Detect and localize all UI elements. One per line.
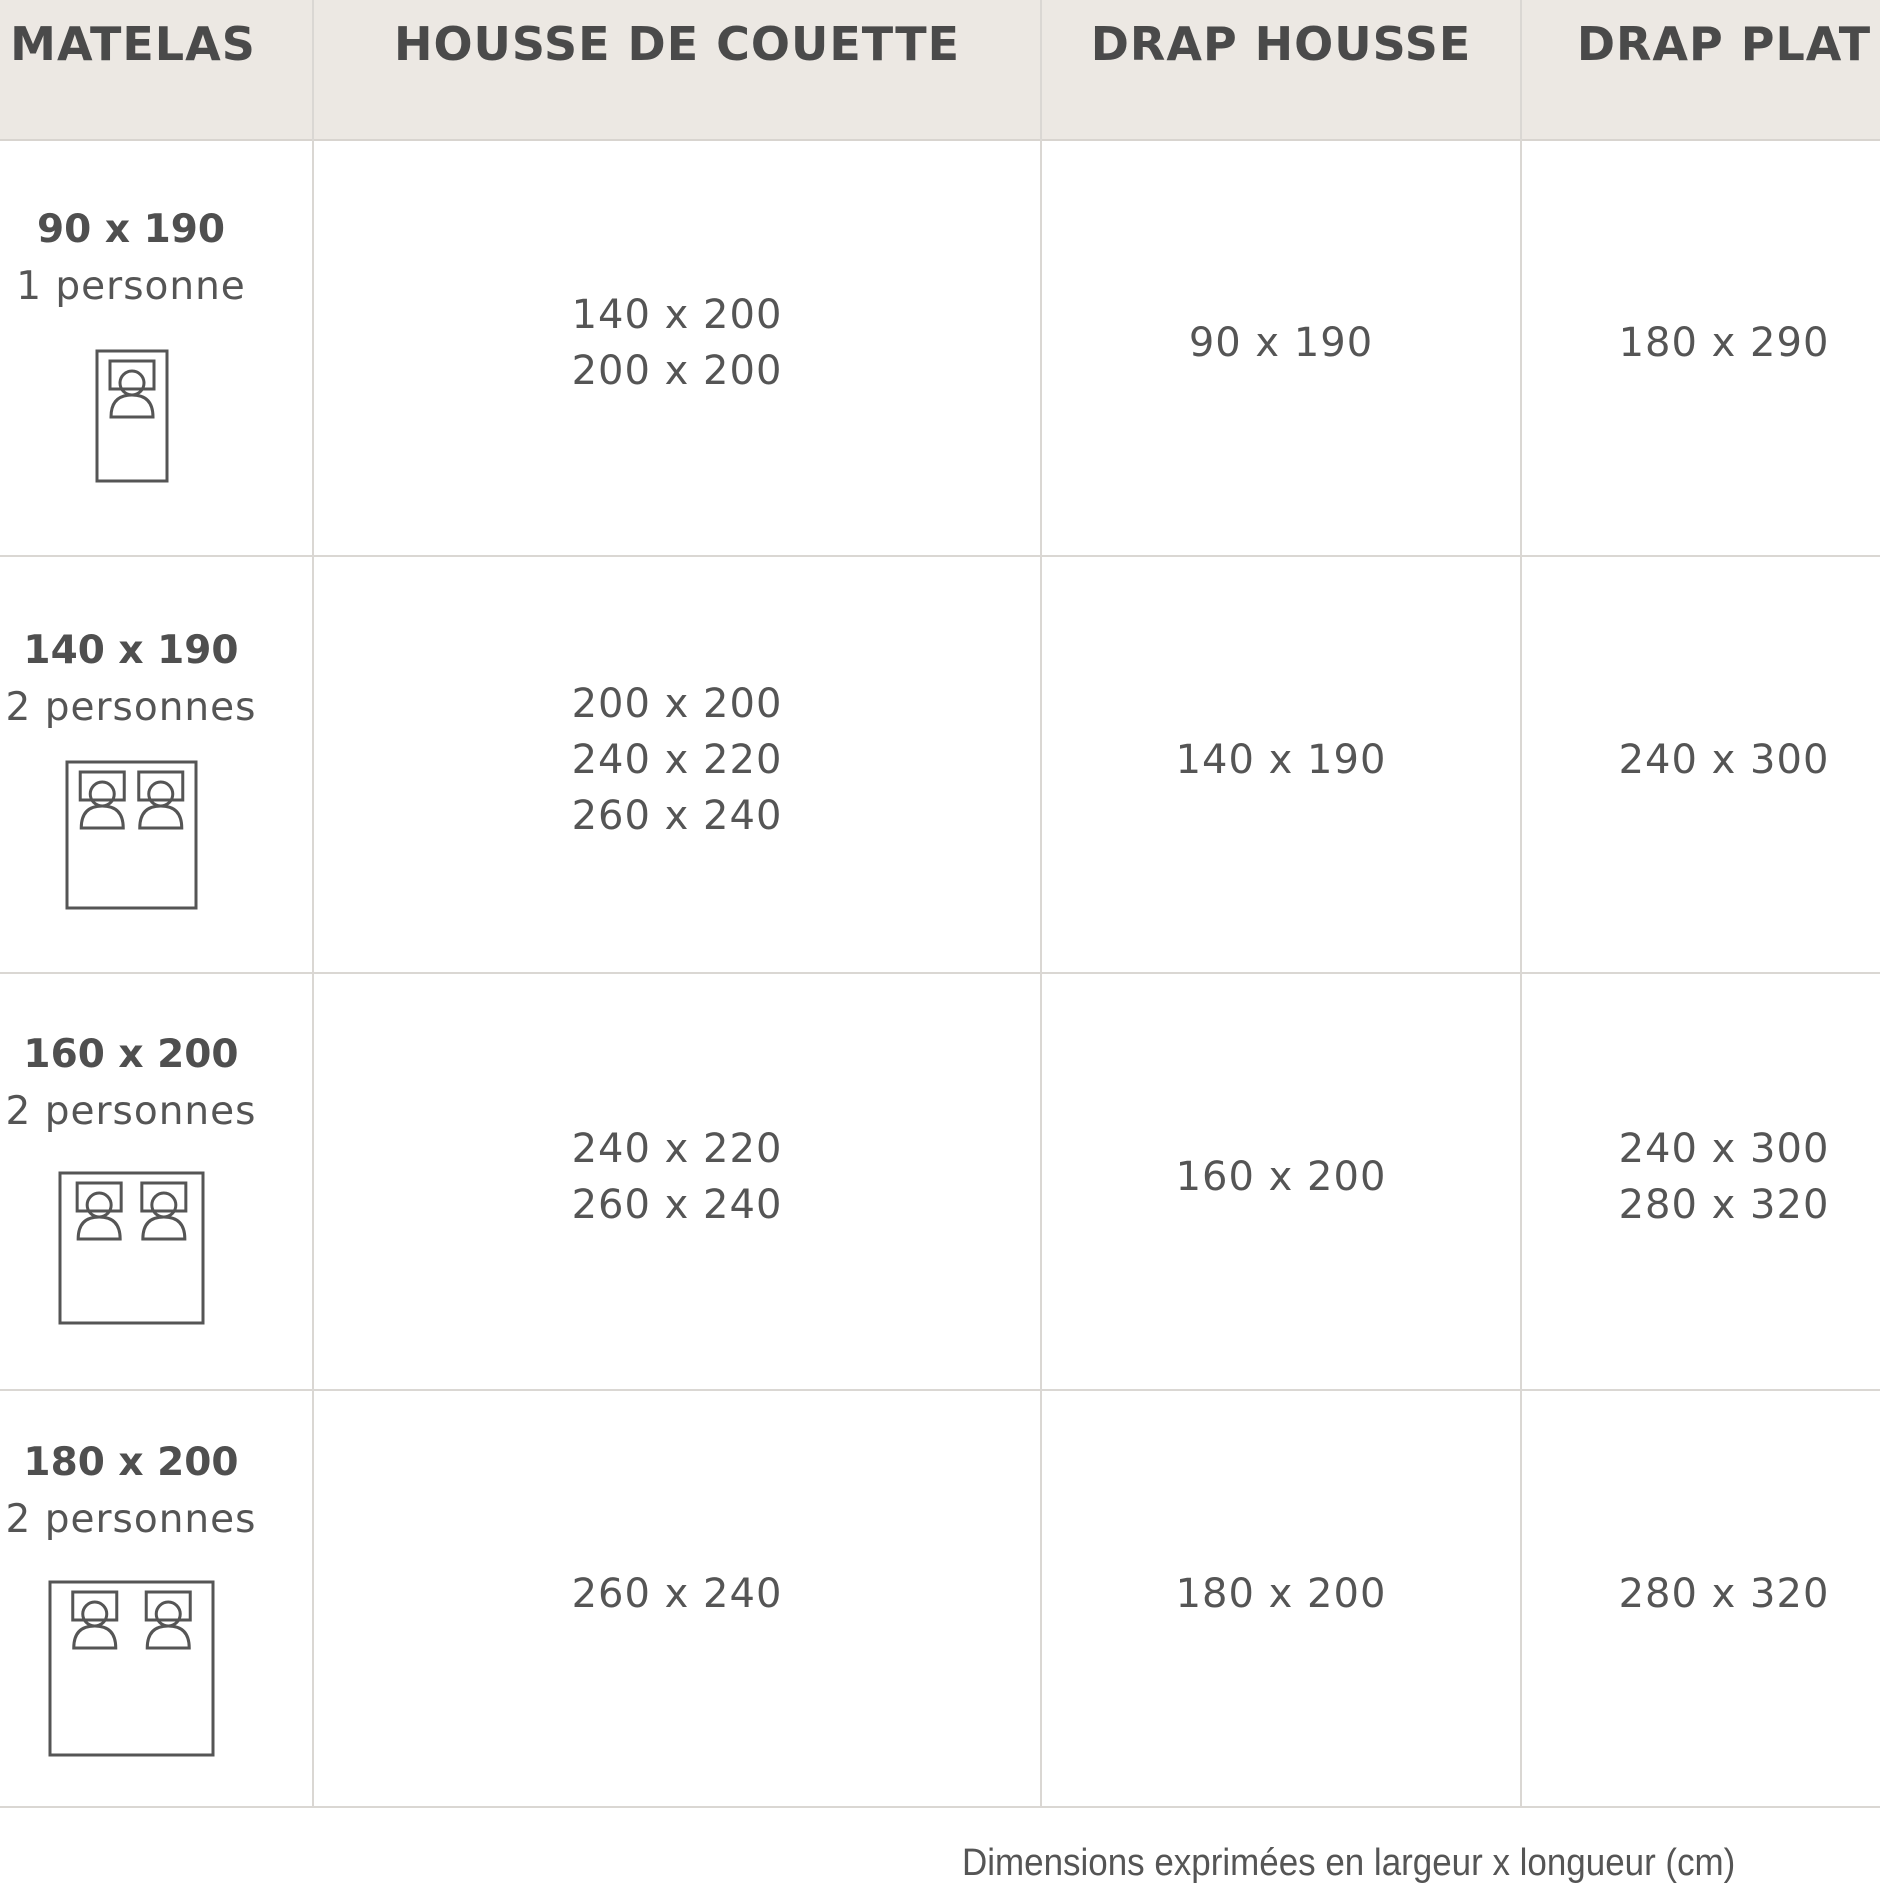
mattress-size: 90 x 190 [37,207,225,252]
column-divider [1040,0,1042,1807]
duvet-cover-sizes: 200 x 200 240 x 220 260 x 240 [572,676,783,844]
person-icon [137,770,185,830]
fitted-sheet-sizes: 90 x 190 [1189,315,1373,371]
column-divider [312,0,314,1807]
person-icon [75,1181,123,1241]
person-icon [78,770,126,830]
duvet-cover-sizes: 260 x 240 [572,1566,783,1622]
mattress-size: 180 x 200 [23,1440,239,1485]
bed-icon [48,1580,215,1757]
fitted-sheet-sizes: 140 x 190 [1176,732,1387,788]
row-divider [0,972,1880,974]
flat-sheet-sizes: 180 x 290 [1619,315,1830,371]
fitted-sheet-sizes: 160 x 200 [1176,1149,1387,1205]
mattress-size: 160 x 200 [23,1032,239,1077]
header-housse-de-couette: HOUSSE DE COUETTE [393,17,961,71]
size-value: 280 x 320 [1618,1182,1830,1228]
footer-note: Dimensions exprimées en largeur x longue… [962,1842,1736,1884]
size-value: 140 x 190 [1175,737,1387,783]
person-icon [71,1590,119,1650]
size-value: 280 x 320 [1618,1571,1830,1617]
fitted-sheet-sizes: 180 x 200 [1176,1566,1387,1622]
size-value: 260 x 240 [571,1182,783,1228]
person-icon [108,359,156,419]
size-value: 200 x 200 [571,348,783,394]
mattress-size: 140 x 190 [23,628,239,673]
person-icon [140,1181,188,1241]
bed-icon [95,349,169,483]
bed-icon [58,1171,205,1325]
size-value: 240 x 300 [1618,737,1830,783]
size-value: 240 x 220 [571,1126,783,1172]
flat-sheet-sizes: 240 x 300 [1619,732,1830,788]
flat-sheet-sizes: 280 x 320 [1619,1566,1830,1622]
size-value: 240 x 300 [1618,1126,1830,1172]
bed-icon [65,760,198,910]
size-value: 240 x 220 [571,737,783,783]
size-value: 90 x 190 [1188,320,1374,366]
size-value: 180 x 290 [1618,320,1830,366]
size-value: 260 x 240 [571,793,783,839]
duvet-cover-sizes: 140 x 200 200 x 200 [572,287,783,399]
mattress-persons: 2 personnes [5,685,257,730]
duvet-cover-sizes: 240 x 220 260 x 240 [572,1121,783,1233]
header-drap-plat: DRAP PLAT [1576,17,1872,71]
size-value: 180 x 200 [1175,1571,1387,1617]
mattress-persons: 1 personne [16,264,246,309]
flat-sheet-sizes: 240 x 300 280 x 320 [1619,1121,1830,1233]
size-value: 160 x 200 [1175,1154,1387,1200]
row-divider [0,1389,1880,1391]
column-divider [1520,0,1522,1807]
mattress-persons: 2 personnes [5,1497,257,1542]
row-divider [0,555,1880,557]
mattress-persons: 2 personnes [5,1089,257,1134]
size-value: 200 x 200 [571,681,783,727]
header-drap-housse: DRAP HOUSSE [1090,17,1472,71]
person-icon [144,1590,192,1650]
header-matelas: MATELAS [10,17,256,71]
size-value: 140 x 200 [571,292,783,338]
row-divider [0,1806,1880,1808]
size-value: 260 x 240 [571,1571,783,1617]
